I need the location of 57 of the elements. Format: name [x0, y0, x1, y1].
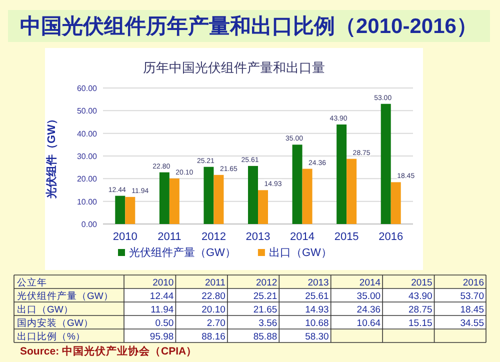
x-tick-label: 2016 [378, 231, 404, 243]
data-label: 24.36 [356, 304, 381, 316]
x-tick-label: 2013 [246, 231, 270, 243]
data-label: 12.44 [150, 291, 174, 302]
y-tick-label: 出口（GW） [17, 304, 74, 316]
data-label: 25.21 [253, 291, 278, 302]
data-label: 22.80 [202, 291, 226, 302]
y-tick-label: 0.00 [81, 220, 98, 229]
data-label: 10.64 [356, 318, 381, 329]
data-label: 11.94 [150, 304, 174, 316]
y-axis-title: 光伏组件（GW） [45, 114, 58, 200]
data-label: 21.65 [253, 304, 278, 316]
y-tick-label: 出口比例（%） [17, 330, 86, 342]
y-tick-label: 20.00 [76, 174, 98, 184]
x-tick-label: 2010 [152, 278, 174, 288]
x-tick-label: 2010 [112, 231, 138, 243]
legend-label: 光伏组件产量（GW） [129, 246, 236, 259]
y-tick-label: 60.00 [76, 84, 98, 93]
chart-title: 中国光伏组件历年产量和出口比例（2010-2016） [20, 14, 478, 38]
x-tick-label: 2015 [334, 231, 359, 243]
x-axis-title: 公立年 [17, 276, 47, 288]
source-note: Source: 中国光伏产业协会（CPIA） [20, 344, 198, 358]
data-label: 85.88 [253, 332, 278, 342]
data-label: 10.68 [305, 318, 329, 329]
data-label: 28.75 [408, 304, 432, 316]
data-label: 88.16 [202, 332, 226, 342]
y-tick-label: 光伏组件产量（GW） [17, 290, 114, 302]
x-tick-label: 2013 [308, 278, 329, 288]
data-label: 35.00 [356, 291, 381, 302]
data-label: 43.90 [408, 291, 432, 302]
data-label: 34.55 [460, 318, 484, 329]
data-label: 25.61 [305, 291, 329, 302]
y-tick-label: 50.00 [76, 106, 98, 116]
data-label: 95.98 [150, 332, 174, 342]
legend-label: 出口（GW） [268, 246, 332, 259]
data-label: 15.15 [408, 318, 432, 329]
x-tick-label: 2011 [158, 231, 182, 243]
data-label: 18.45 [460, 304, 484, 316]
x-tick-label: 2015 [411, 278, 432, 288]
data-label: 53.70 [460, 291, 484, 302]
y-tick-label: 40.00 [76, 129, 98, 138]
data-label: 0.50 [155, 318, 174, 329]
x-tick-label: 2014 [359, 278, 381, 288]
x-tick-label: 2014 [290, 231, 315, 243]
data-label: 14.93 [305, 304, 329, 316]
y-tick-label: 国内安装（GW） [17, 317, 94, 329]
y-tick-label: 30.00 [76, 152, 98, 161]
chart-subtitle: 历年中国光伏组件产量和出口量 [143, 60, 325, 75]
x-tick-label: 2012 [256, 278, 278, 288]
x-tick-label: 2016 [462, 278, 484, 288]
x-tick-label: 2012 [201, 231, 226, 243]
data-label: 58.30 [305, 332, 329, 342]
data-label: 20.10 [202, 304, 226, 316]
data-label: 3.56 [258, 318, 278, 329]
data-label: 2.70 [206, 318, 226, 329]
x-tick-label: 2011 [204, 278, 226, 288]
y-tick-label: 10.00 [76, 197, 98, 206]
